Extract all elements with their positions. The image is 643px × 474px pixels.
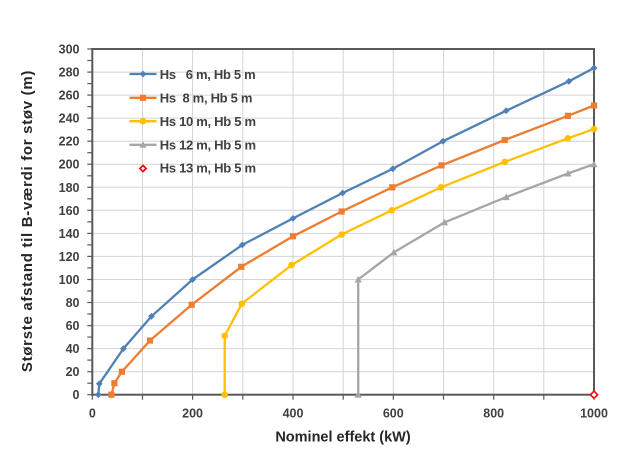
svg-text:Hs 10 m, Hb 5 m: Hs 10 m, Hb 5 m <box>160 114 256 129</box>
svg-text:200: 200 <box>59 158 80 172</box>
svg-text:260: 260 <box>59 89 80 103</box>
svg-text:220: 220 <box>59 135 80 149</box>
svg-text:600: 600 <box>383 407 404 421</box>
svg-text:800: 800 <box>483 407 504 421</box>
svg-text:300: 300 <box>59 43 80 57</box>
svg-text:40: 40 <box>66 342 80 356</box>
svg-text:0: 0 <box>73 388 80 402</box>
svg-text:140: 140 <box>59 227 80 241</box>
svg-text:160: 160 <box>59 204 80 218</box>
svg-text:Nominel effekt (kW): Nominel effekt (kW) <box>275 430 411 446</box>
svg-text:Hs 6 m, Hb 5 m: Hs 6 m, Hb 5 m <box>160 67 256 82</box>
svg-text:60: 60 <box>66 319 80 333</box>
svg-text:280: 280 <box>59 66 80 80</box>
svg-text:Hs 13 m, Hb 5 m: Hs 13 m, Hb 5 m <box>160 161 256 176</box>
svg-text:1000: 1000 <box>580 407 608 421</box>
svg-text:200: 200 <box>182 407 203 421</box>
svg-text:Hs 8 m, Hb 5 m: Hs 8 m, Hb 5 m <box>160 91 252 106</box>
svg-text:180: 180 <box>59 181 80 195</box>
svg-text:Største afstand til B-værdi fo: Største afstand til B-værdi for støv (m) <box>19 70 36 372</box>
svg-text:Hs 12 m, Hb 5 m: Hs 12 m, Hb 5 m <box>160 138 256 153</box>
svg-text:100: 100 <box>59 273 80 287</box>
svg-text:240: 240 <box>59 112 80 126</box>
svg-text:80: 80 <box>66 296 80 310</box>
svg-text:20: 20 <box>66 365 80 379</box>
svg-text:120: 120 <box>59 250 80 264</box>
svg-text:400: 400 <box>283 407 304 421</box>
svg-text:0: 0 <box>89 407 96 421</box>
